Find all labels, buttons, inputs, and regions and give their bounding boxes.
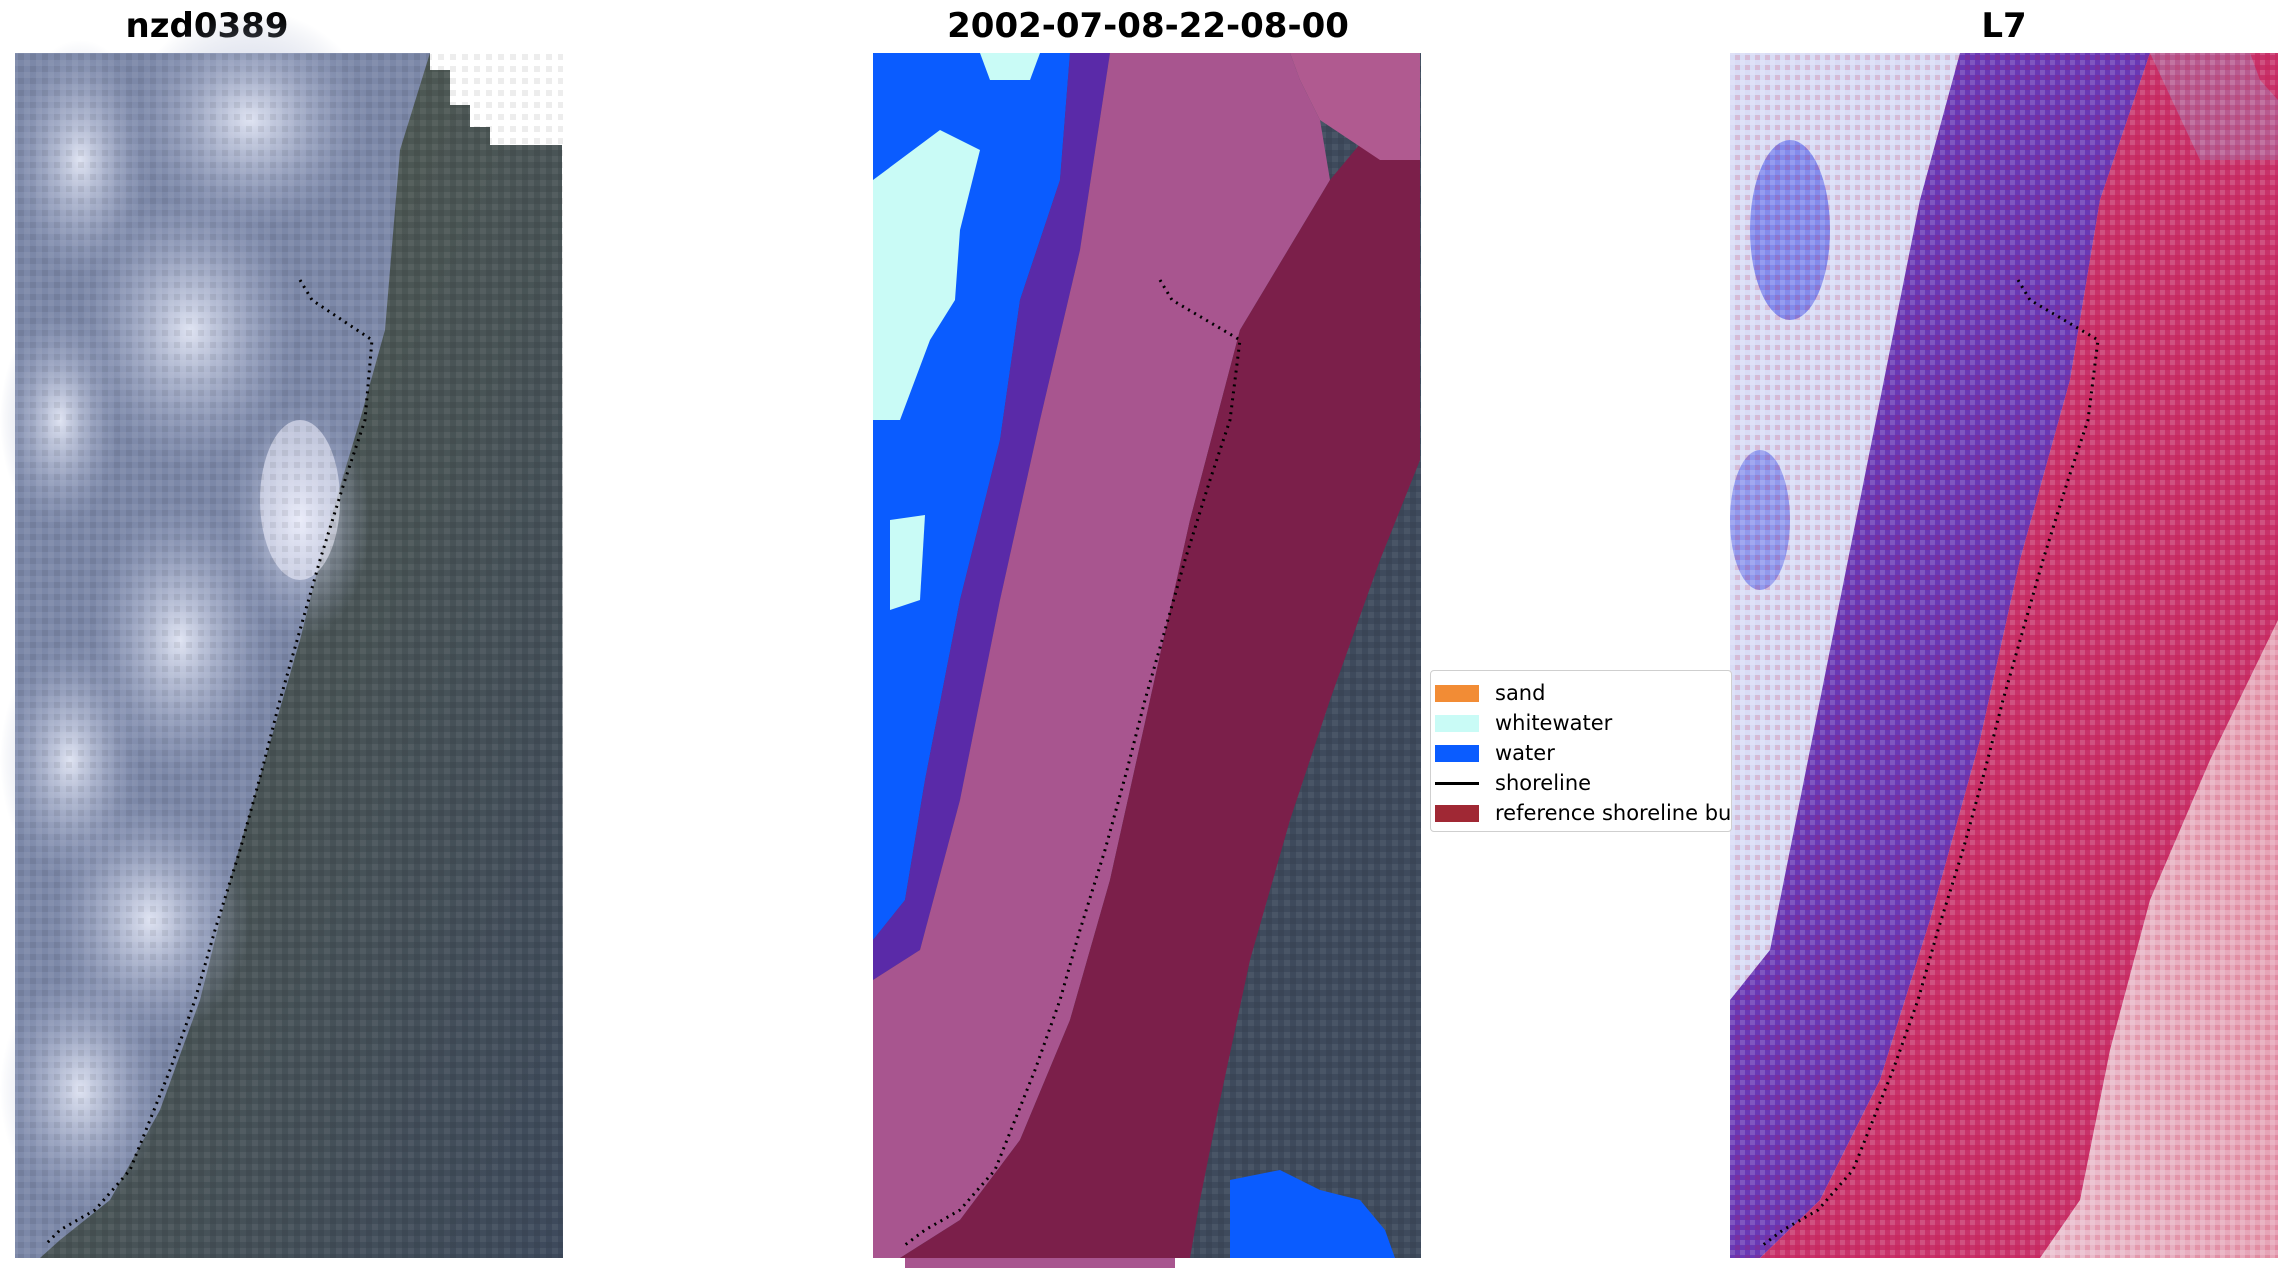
classification-panel bbox=[873, 53, 1421, 1268]
legend-label: water bbox=[1495, 741, 1555, 765]
legend-label: whitewater bbox=[1495, 711, 1613, 735]
shoreline-right bbox=[1762, 279, 2100, 1247]
buffer-dark-region bbox=[900, 110, 1420, 1258]
legend-label: reference shoreline bu bbox=[1495, 801, 1732, 825]
whitewater-region bbox=[873, 130, 980, 420]
legend-item-shoreline: shoreline bbox=[1431, 769, 1591, 797]
legend-item-whitewater: whitewater bbox=[1431, 709, 1612, 737]
legend-item-water: water bbox=[1431, 739, 1555, 767]
shoreline-left bbox=[43, 279, 374, 1247]
shoreline-center bbox=[904, 279, 1242, 1247]
rgb-image-panel bbox=[0, 10, 563, 1258]
shoreline-swatch bbox=[1435, 781, 1479, 785]
water-swatch bbox=[1435, 744, 1479, 762]
legend-item-sand: sand bbox=[1431, 679, 1545, 707]
reference-buffer-swatch bbox=[1435, 804, 1479, 822]
sand-swatch bbox=[1435, 684, 1479, 702]
buffer-light-region bbox=[873, 53, 1330, 1258]
legend-item-reference-buffer: reference shoreline bu bbox=[1431, 799, 1731, 827]
index-panel bbox=[1730, 53, 2278, 1258]
purple-class-region bbox=[873, 53, 1110, 980]
legend-label: sand bbox=[1495, 681, 1546, 705]
whitewater-swatch bbox=[1435, 714, 1479, 732]
legend-label: shoreline bbox=[1495, 771, 1592, 795]
legend: sand whitewater water shoreline referenc… bbox=[1430, 670, 1732, 832]
